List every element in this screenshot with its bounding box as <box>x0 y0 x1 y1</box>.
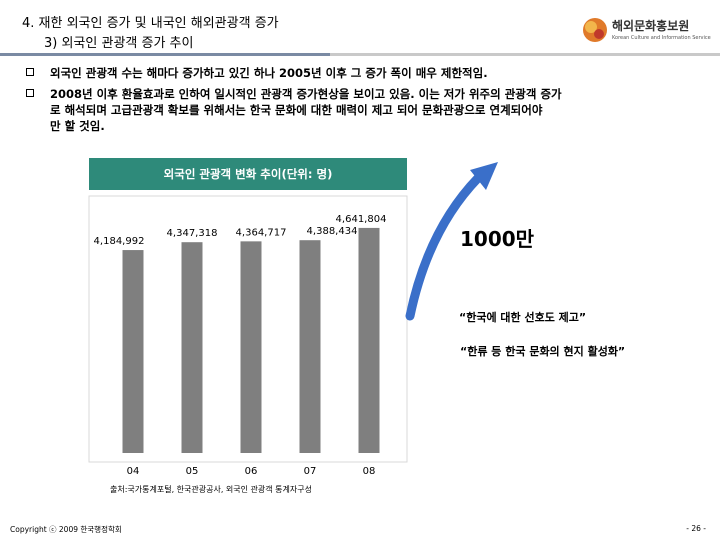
page-number: - 26 - <box>686 524 706 533</box>
x-tick-07: 07 <box>304 466 317 477</box>
bullet-text-line1: 2008년 이후 환율효과로 인하여 일시적인 관광객 증가현상을 보이고 있음… <box>50 87 562 101</box>
x-tick-labels: 04 05 06 07 08 <box>127 466 376 477</box>
bullet-box-icon <box>26 68 34 76</box>
growth-arrow-head-icon <box>470 162 498 190</box>
bullet-text-line3: 만 할 것임. <box>50 119 105 133</box>
slide-title-line1: 4. 재한 외국인 증가 및 내국인 해외관광객 증가 <box>22 16 279 31</box>
bullet-text: 외국인 관광객 수는 해마다 증가하고 있긴 하나 2005년 이후 그 증가 … <box>50 66 488 80</box>
logo-subtext: Korean Culture and Information Service <box>612 35 711 41</box>
bullet-item-1: 외국인 관광객 수는 해마다 증가하고 있긴 하나 2005년 이후 그 증가 … <box>26 65 706 81</box>
logo-mark-icon <box>583 18 607 42</box>
chart-title: 외국인 관광객 변화 추이(단위: 명) <box>89 158 407 190</box>
value-label-06: 4,364,717 <box>236 227 287 238</box>
value-label-05: 4,347,318 <box>167 228 218 239</box>
x-tick-08: 08 <box>363 466 376 477</box>
bar-08 <box>358 227 380 453</box>
logo: 해외문화홍보원 Korean Culture and Information S… <box>582 13 712 49</box>
bar-07 <box>299 240 321 453</box>
bullet-item-2: 2008년 이후 환율효과로 인하여 일시적인 관광객 증가현상을 보이고 있음… <box>26 86 706 136</box>
x-tick-04: 04 <box>127 466 140 477</box>
copyright: Copyright ⓒ 2009 한국행정학회 <box>10 525 122 534</box>
slide-title-line2: 3) 외국인 관광객 증가 추이 <box>44 36 194 51</box>
title-divider <box>0 53 720 56</box>
bar-05 <box>181 242 203 453</box>
value-labels: 4,184,992 4,347,318 4,364,717 4,388,4344,64… <box>94 214 387 247</box>
bars <box>122 227 380 453</box>
bar-04 <box>122 250 144 453</box>
target-label: 1000만 <box>460 227 535 251</box>
growth-arrow-shaft <box>405 173 483 321</box>
bar-06 <box>240 241 262 453</box>
title-divider-right <box>330 53 720 56</box>
x-tick-05: 05 <box>186 466 199 477</box>
x-tick-06: 06 <box>245 466 258 477</box>
value-label-04: 4,184,992 <box>94 236 145 247</box>
source-note: 출처:국가통계포털, 한국관광공사, 외국인 관광객 통계자구성 <box>110 485 312 494</box>
bullet-box-icon <box>26 89 34 97</box>
bullet-text-line2: 로 해석되며 고급관광객 확보를 위해서는 한국 문화에 대한 매력이 제고 되… <box>50 103 543 117</box>
value-label-07: 4,388,434 <box>307 226 358 237</box>
logo-text: 해외문화홍보원 <box>612 19 690 33</box>
quote-preference: “한국에 대한 선호도 제고” <box>459 310 586 324</box>
value-label-08: 4,641,804 <box>336 214 387 225</box>
chart-plot-frame <box>88 195 408 463</box>
title-divider-left <box>0 53 330 56</box>
quote-hallyu: “한류 등 한국 문화의 현지 활성화” <box>460 344 625 358</box>
